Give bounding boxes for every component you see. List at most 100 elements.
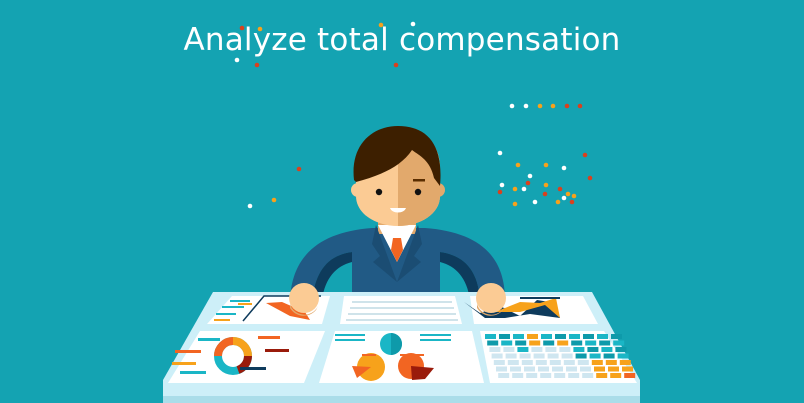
confetti-dot [537,103,543,109]
heatmap-cell [541,334,552,339]
confetti-dot [247,203,253,209]
confetti-dot [525,180,531,186]
confetti-dot [561,195,567,201]
heatmap-cell [622,366,633,372]
confetti-dot [296,166,302,172]
heatmap-cell [583,334,594,339]
heatmap-cell [505,353,517,359]
heatmap-cell [489,347,501,352]
heatmap-cell [519,353,531,359]
heatmap-cell [580,366,591,372]
confetti-dot [254,62,260,68]
heatmap-cell [526,373,538,378]
heatmap-cell [585,340,597,346]
heatmap-cell [557,340,569,346]
confetti-dot [378,22,384,28]
heatmap-cell [559,347,571,352]
confetti-dot [393,62,399,68]
dashboard-desk [163,292,640,403]
confetti-dot [512,201,518,207]
confetti-dot [557,186,563,192]
confetti-dot [509,103,515,109]
heatmap-cell [543,340,555,346]
heatmap-cell [566,366,577,372]
heatmap-cell [611,334,622,339]
confetti-dot [523,103,529,109]
heatmap-cell [603,353,615,359]
heatmap-cell [491,353,503,359]
hands [289,283,506,316]
confetti-dot [257,26,263,32]
heatmap-cell [521,360,533,365]
heatmap-cell [568,373,580,378]
heatmap-cell [531,347,543,352]
heatmap-cell [563,360,575,365]
confetti-dot [565,191,571,197]
confetti-dot [499,182,505,188]
heatmap-cell [569,334,580,339]
heatmap-cell [507,360,519,365]
businessman [290,126,505,300]
heatmap-cell [513,334,524,339]
heatmap-cell [501,340,513,346]
heatmap-cell [540,373,552,378]
heatmap-cell [493,360,505,365]
confetti-dot [234,57,240,63]
heatmap-cell [615,347,627,352]
heatmap-cell [527,334,538,339]
heatmap-cell [533,353,545,359]
heatmap-cell [555,334,566,339]
heatmap-cell [487,340,499,346]
heatmap-cell [485,334,496,339]
heatmap-cell [599,340,611,346]
heatmap-cell [589,353,601,359]
confetti-dot [410,21,416,27]
confetti-dot [571,193,577,199]
heatmap-cell [510,366,521,372]
heatmap-cell [538,366,549,372]
confetti-dot [543,162,549,168]
confetti-dot [587,175,593,181]
heatmap-cell [608,366,619,372]
confetti-dot [555,199,561,205]
heatmap-cell [610,373,622,378]
confetti-dot [564,103,570,109]
confetti-dot [527,173,533,179]
heatmap-cell [573,347,585,352]
confetti-dot [512,186,518,192]
heatmap-cell [619,360,631,365]
confetti-dot [521,186,527,192]
heatmap-cell [498,373,510,378]
confetti-dot [561,165,567,171]
heatmap-cell [512,373,524,378]
heatmap-cell [529,340,541,346]
heatmap-cell [613,340,625,346]
confetti-dot [550,103,556,109]
heatmap-cell [582,373,594,378]
heatmap-cell [577,360,589,365]
heatmap-cell [503,347,515,352]
heatmap-cell [515,340,527,346]
page-title: Analyze total compensation [183,22,621,58]
heatmap-cell [591,360,603,365]
heatmap-cell [547,353,559,359]
heatmap-cell [554,373,566,378]
heatmap-cell [549,360,561,365]
confetti-dot [271,197,277,203]
confetti-dot [515,162,521,168]
heatmap-cell [552,366,563,372]
heatmap-cell [561,353,573,359]
pie-chart-panel [319,331,484,383]
heatmap-cell [617,353,629,359]
confetti-dots [234,21,593,209]
heatmap-cells [485,334,636,378]
heatmap-cell [571,340,583,346]
heatmap-cell [624,373,636,378]
heatmap-cell [545,347,557,352]
heatmap-cell [496,366,507,372]
heatmap-cell [535,360,547,365]
confetti-dot [532,199,538,205]
confetti-dot [497,150,503,156]
heatmap-cell [524,366,535,372]
